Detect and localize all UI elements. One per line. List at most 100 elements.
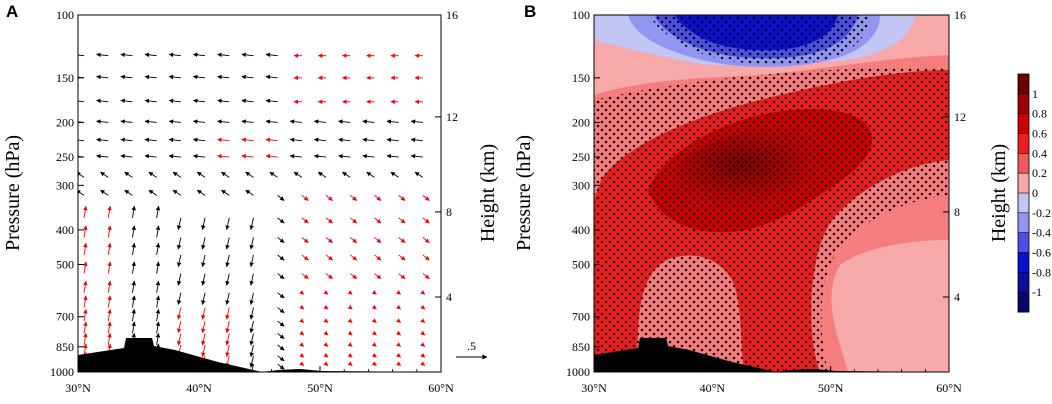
wind-vector	[241, 153, 254, 159]
wind-vector	[422, 273, 430, 280]
ylabel-right-b: Height (km)	[988, 144, 1010, 242]
significance-stipple-main	[594, 68, 949, 372]
panel-b-label: B	[524, 2, 536, 21]
colorbar-segment	[1018, 153, 1029, 174]
wind-vector	[155, 321, 161, 334]
wind-vector	[107, 261, 112, 274]
wind-vector	[323, 304, 329, 310]
wind-vector	[78, 189, 85, 196]
wind-vector	[299, 304, 305, 310]
wind-vector	[398, 217, 406, 224]
wind-vector	[148, 171, 157, 178]
wind-vector	[249, 273, 254, 286]
wind-vector	[196, 171, 206, 178]
wind-vector	[325, 194, 333, 201]
wind-vector	[396, 318, 401, 323]
wind-vector	[265, 119, 278, 124]
wind-vector	[396, 352, 401, 358]
wind-vector	[420, 342, 426, 347]
wind-vector	[83, 242, 88, 256]
wind-vector	[100, 171, 109, 178]
wind-vector	[289, 153, 302, 159]
wind-vector	[265, 153, 278, 159]
wind-vector	[342, 171, 351, 178]
wind-vector	[374, 194, 382, 201]
wind-vector	[420, 290, 426, 295]
wind-vector	[249, 333, 254, 346]
wind-vector	[241, 119, 254, 124]
ytick-label: 250	[56, 150, 74, 164]
wind-vector	[83, 308, 88, 322]
wind-vector	[386, 137, 399, 143]
terrain-a	[78, 338, 441, 372]
wind-vector	[241, 98, 254, 104]
wind-vector	[131, 280, 136, 293]
wind-vector	[249, 254, 254, 268]
wind-vector	[144, 137, 157, 143]
colorbar-segment	[1018, 212, 1029, 234]
wind-vector	[100, 189, 109, 196]
wind-vector	[201, 344, 206, 358]
wind-vector	[225, 273, 230, 286]
wind-vector	[196, 189, 206, 196]
colorbar-label: -1	[1032, 285, 1042, 299]
wind-vector	[301, 217, 309, 224]
colorbar: 1 0.8 0.6 0.4 0.2 0 -0.2 -0.4 -0.6 -0.8 -1	[1017, 73, 1051, 313]
wind-vector	[398, 194, 406, 201]
wind-vector	[299, 352, 305, 358]
wind-vector	[155, 242, 161, 256]
wind-vectors	[78, 52, 430, 372]
wind-vector	[374, 254, 382, 261]
wind-vector	[155, 261, 161, 274]
wind-vector	[323, 290, 329, 295]
wind-vector	[107, 295, 112, 308]
colorbar-segment	[1018, 272, 1029, 293]
wind-vector	[225, 237, 230, 250]
wind-vector	[83, 321, 88, 334]
wind-vector	[107, 225, 112, 238]
xtick-label: 40°N	[186, 381, 212, 395]
panel-b: B 100 150 200 250 300 400 500 700 850	[513, 2, 1051, 395]
plot-frame-a	[77, 14, 442, 373]
wind-vector	[410, 137, 423, 143]
wind-vector	[265, 74, 278, 80]
wind-vector	[277, 194, 285, 201]
wind-vector	[225, 307, 230, 320]
wind-vector	[201, 333, 206, 346]
wind-vector	[323, 352, 329, 358]
wind-vector	[144, 119, 157, 124]
axes-a: 100 150 200 250 300 400 500 700 850 1000 4 8 12 16 30°…	[50, 8, 458, 395]
colorbar-label: 0	[1032, 186, 1038, 200]
ytick-label: 300	[572, 178, 590, 192]
right-tick-label: 16	[954, 8, 966, 22]
wind-vector	[221, 171, 230, 178]
wind-vector	[217, 153, 230, 159]
wind-vector	[277, 237, 285, 244]
wind-vector	[386, 153, 399, 159]
wind-vector	[422, 217, 430, 224]
wind-vector	[131, 205, 136, 218]
ylabel-a: Pressure (hPa)	[2, 135, 24, 251]
wind-vector	[176, 237, 182, 250]
wind-vector	[325, 217, 333, 224]
wind-vector	[217, 52, 230, 58]
wind-vector	[301, 237, 309, 244]
right-tick-label: 4	[954, 290, 960, 304]
wind-vector	[374, 237, 382, 244]
wind-vector	[299, 342, 305, 347]
ytick-label: 100	[572, 8, 590, 22]
wind-vector	[241, 52, 254, 58]
wind-vector	[414, 171, 424, 178]
wind-vector	[277, 307, 285, 314]
wind-vector	[201, 292, 206, 305]
wind-vector	[192, 137, 206, 143]
wind-vector	[277, 333, 285, 340]
wind-vector	[277, 344, 285, 351]
xtick-label: 30°N	[581, 381, 607, 395]
wind-vector	[338, 119, 351, 124]
wind-vector	[349, 194, 358, 201]
wind-vector	[410, 119, 423, 124]
terrain-b	[594, 338, 949, 372]
colorbar-label: -0.2	[1032, 206, 1051, 220]
